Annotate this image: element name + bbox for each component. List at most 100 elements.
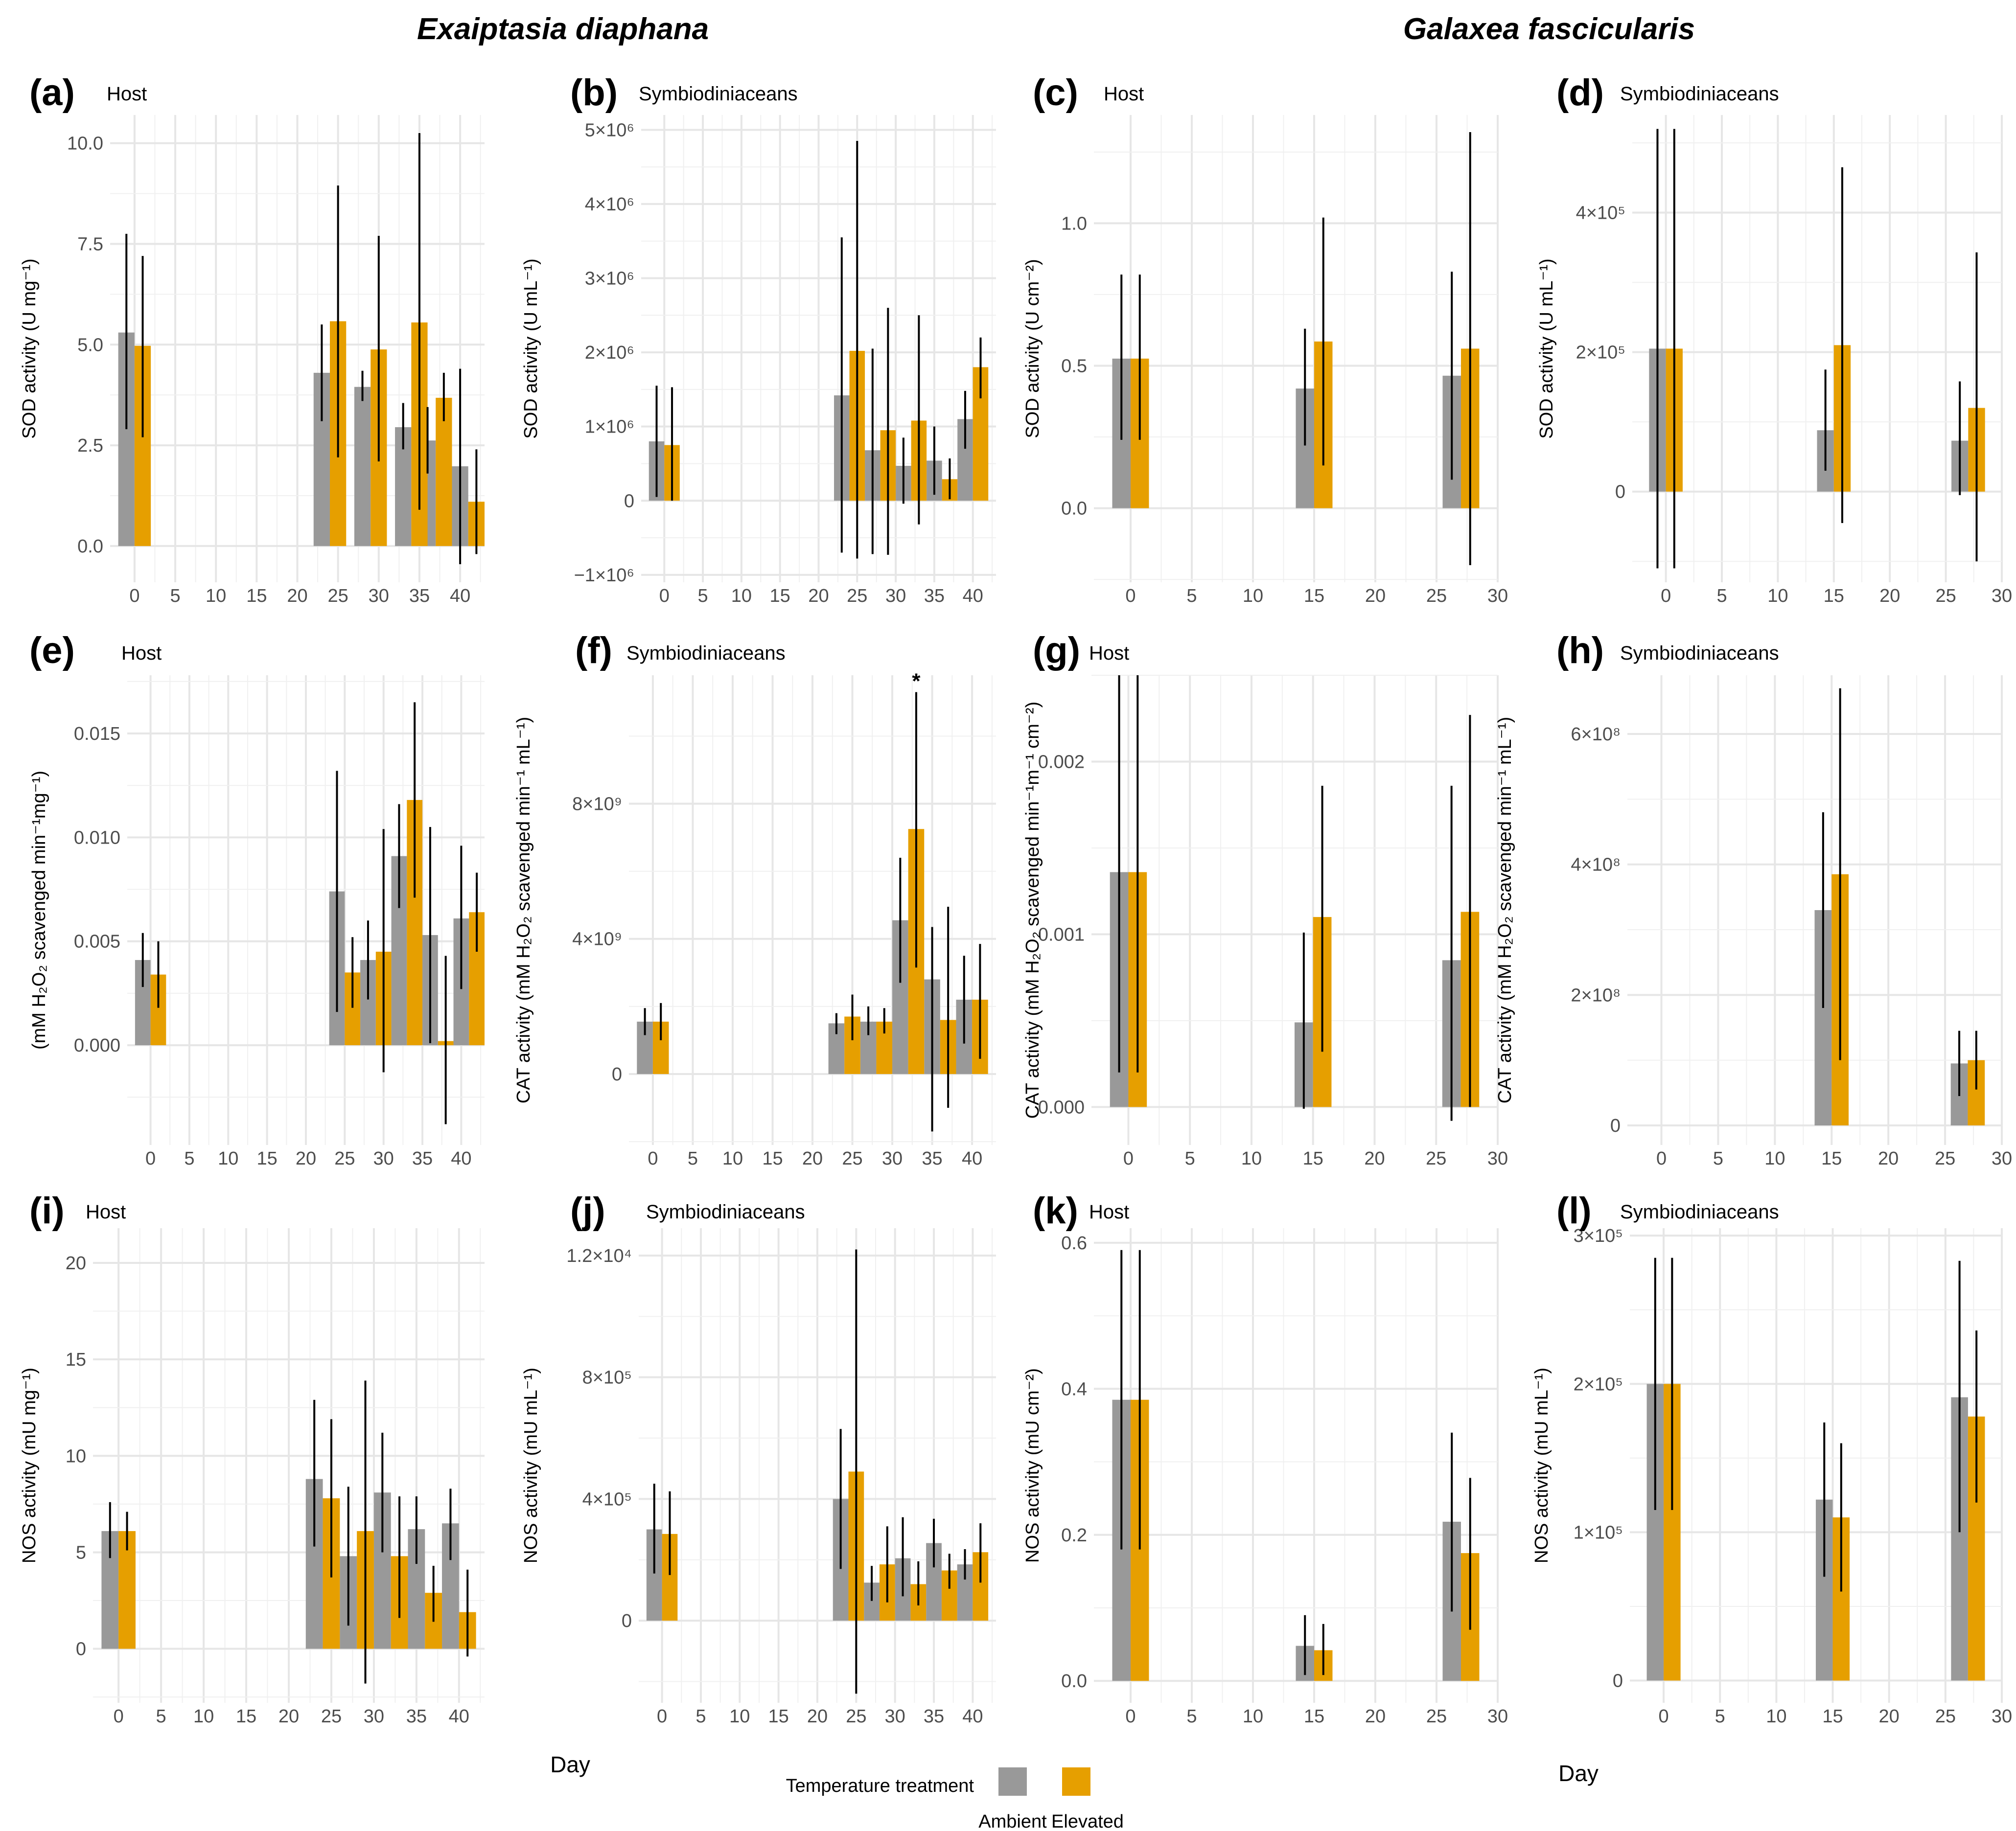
error-bars-j — [653, 1249, 982, 1694]
panel-label: (d) — [1556, 72, 1604, 114]
panel-label: (j) — [570, 1190, 605, 1232]
y-tick-label: 0 — [1613, 1671, 1623, 1692]
x-tick-label: 10 — [218, 1148, 238, 1169]
error-bars-i — [109, 1380, 469, 1684]
panel-f: * 0 5 10 15 20 25 30 35 40 0 4×10⁹ 8×10⁹ (f) Symbiodin… — [513, 630, 996, 1169]
x-tick-labels-d: 0 5 10 15 20 25 30 — [1661, 586, 2012, 606]
x-tick-label: 5 — [1185, 1148, 1195, 1169]
y-tick-label: 6×10⁸ — [1571, 724, 1621, 745]
y-axis-title: SOD activity (U mL⁻¹) — [521, 258, 541, 438]
x-tick-label: 15 — [1303, 1148, 1323, 1169]
y-tick-label: 1×10⁵ — [1574, 1522, 1623, 1543]
y-tick-label: 0.000 — [1038, 1097, 1085, 1118]
panel-label: (h) — [1556, 630, 1604, 671]
x-tick-label: 35 — [924, 1706, 944, 1727]
panel-subtitle: Host — [1089, 1201, 1129, 1223]
y-axis-title: SOD activity (U cm⁻²) — [1022, 259, 1043, 438]
panel-subtitle: Symbiodiniaceans — [626, 642, 786, 664]
y-axis-title: CAT activity (mM H₂O₂ scavenged min⁻¹ mL… — [1495, 717, 1515, 1103]
y-tick-label: 5.0 — [77, 335, 103, 355]
x-tick-labels-f: 0 5 10 15 20 25 30 35 40 — [648, 1148, 982, 1169]
y-tick-labels-d: 0 2×10⁵ 4×10⁵ — [1576, 203, 1625, 503]
x-tick-label: 15 — [257, 1148, 278, 1169]
panel-subtitle: Host — [86, 1201, 126, 1223]
y-tick-label: 2×10⁵ — [1576, 343, 1625, 363]
x-tick-label: 10 — [1767, 586, 1788, 606]
panel-label: (k) — [1033, 1190, 1078, 1232]
legend: Temperature treatment Ambient Elevated — [786, 1767, 1124, 1831]
panel-label: (i) — [29, 1190, 65, 1232]
bar-elevated — [118, 1531, 136, 1649]
x-tick-label: 0 — [1125, 586, 1135, 606]
x-tick-label: 40 — [450, 586, 470, 606]
bars-g — [1110, 872, 1480, 1107]
x-tick-label: 25 — [847, 586, 867, 606]
panel-subtitle: Symbiodiniaceans — [1620, 83, 1779, 105]
panel-k: 0 5 10 15 20 25 30 0.0 0.2 0.4 0.6(k) Host NOS activ… — [1022, 1190, 1508, 1727]
gridlines-f — [629, 675, 996, 1145]
panel-subtitle: Host — [121, 642, 162, 664]
x-tick-label: 10 — [193, 1706, 214, 1727]
error-bars-d — [1656, 129, 1978, 569]
x-axis-title-left: Day — [550, 1752, 590, 1777]
y-tick-label: 3×10⁶ — [585, 268, 634, 289]
x-tick-labels-c: 0 5 10 15 20 25 30 — [1125, 586, 1508, 606]
panel-label: (b) — [570, 72, 618, 114]
x-tick-label: 35 — [406, 1706, 427, 1727]
x-tick-labels-k: 0 5 10 15 20 25 30 — [1125, 1706, 1508, 1727]
legend-label-elevated: Elevated — [1051, 1811, 1124, 1831]
legend-title: Temperature treatment — [786, 1776, 974, 1796]
panel-b: 0 5 10 15 20 25 30 35 40 −1×10⁶ 0 1×10⁶ 2×10⁶ 3×10⁶ 4×… — [521, 72, 996, 606]
x-tick-label: 25 — [1426, 1148, 1446, 1169]
x-tick-label: 5 — [170, 586, 180, 606]
x-tick-label: 35 — [409, 586, 430, 606]
x-tick-label: 30 — [1487, 1706, 1508, 1727]
y-tick-label: 0 — [1610, 1116, 1621, 1136]
bars-k — [1112, 1399, 1480, 1681]
y-tick-labels-i: 0 5 10 15 20 — [66, 1253, 86, 1660]
panel-label: (g) — [1033, 630, 1080, 671]
y-tick-label: 0.6 — [1061, 1233, 1087, 1254]
x-tick-labels-h: 0 5 10 15 20 25 30 — [1656, 1148, 2012, 1169]
y-tick-label: 10.0 — [67, 134, 103, 154]
y-tick-label: 0 — [624, 491, 634, 511]
error-bars-f — [644, 692, 981, 1132]
y-tick-label: 2×10⁵ — [1574, 1374, 1623, 1395]
panel-subtitle: Host — [107, 83, 147, 105]
error-bars-b — [655, 141, 982, 559]
y-tick-labels-k: 0.0 0.2 0.4 0.6 — [1061, 1233, 1087, 1692]
y-axis-title: NOS activity (mU mL⁻¹) — [521, 1368, 541, 1563]
gridlines-k — [1094, 1228, 1499, 1703]
x-tick-label: 0 — [145, 1148, 156, 1169]
x-tick-label: 5 — [156, 1706, 166, 1727]
x-tick-label: 5 — [1716, 586, 1727, 606]
x-axis-title-right: Day — [1558, 1761, 1599, 1786]
panel-g: 0 5 10 15 20 25 30 0.000 0.001 0.002 (g) Host CAT ac… — [1022, 630, 1508, 1169]
y-tick-label: 1×10⁶ — [585, 417, 634, 437]
y-tick-label: 15 — [66, 1350, 86, 1370]
y-tick-label: 4×10⁹ — [572, 929, 622, 950]
x-tick-label: 0 — [1659, 1706, 1669, 1727]
x-tick-label: 0 — [129, 586, 139, 606]
panel-subtitle: Symbiodiniaceans — [646, 1201, 805, 1223]
y-tick-labels-j: 0 4×10⁵ 8×10⁵ 1.2×10⁴ — [566, 1246, 632, 1631]
y-tick-labels-l: 0 1×10⁵ 2×10⁵ 3×10⁵ — [1574, 1226, 1623, 1691]
error-bars-k — [1120, 1250, 1471, 1675]
x-tick-label: 15 — [1821, 1148, 1842, 1169]
y-tick-label: 8×10⁵ — [582, 1368, 632, 1388]
y-tick-label: 7.5 — [77, 234, 103, 254]
x-tick-labels-l: 0 5 10 15 20 25 30 — [1659, 1706, 2013, 1727]
x-tick-label: 35 — [412, 1148, 433, 1169]
species-title-right: Galaxea fascicularis — [1403, 12, 1695, 46]
x-tick-label: 5 — [695, 1706, 706, 1727]
y-tick-label: 0.000 — [74, 1035, 120, 1056]
panel-label: (f) — [575, 630, 612, 671]
x-tick-label: 0 — [1656, 1148, 1667, 1169]
x-tick-label: 20 — [808, 586, 829, 606]
y-axis-title: CAT activity (mM H₂O₂ scavenged min⁻¹m⁻¹… — [1022, 702, 1043, 1119]
x-tick-label: 20 — [1879, 1706, 1900, 1727]
x-tick-label: 10 — [1243, 586, 1263, 606]
y-tick-label: 8×10⁹ — [572, 794, 622, 814]
x-tick-label: 25 — [321, 1706, 342, 1727]
